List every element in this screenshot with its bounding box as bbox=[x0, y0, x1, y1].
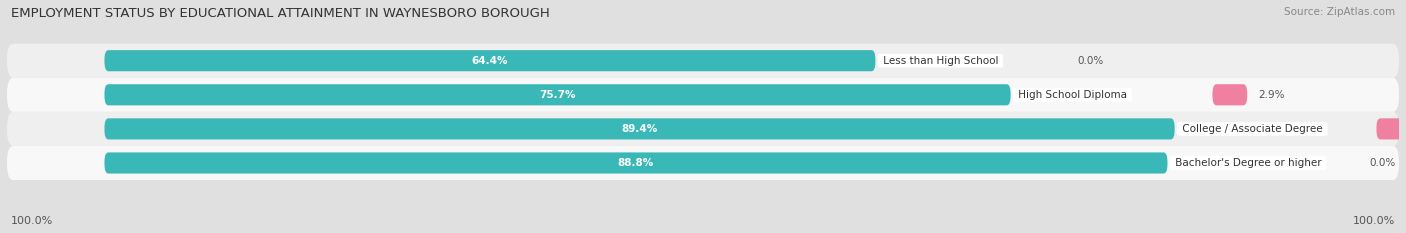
FancyBboxPatch shape bbox=[7, 112, 1399, 146]
Text: 0.0%: 0.0% bbox=[1077, 56, 1104, 66]
Text: College / Associate Degree: College / Associate Degree bbox=[1178, 124, 1326, 134]
Text: 88.8%: 88.8% bbox=[617, 158, 654, 168]
Text: Source: ZipAtlas.com: Source: ZipAtlas.com bbox=[1284, 7, 1395, 17]
Text: 100.0%: 100.0% bbox=[1353, 216, 1395, 226]
Text: 89.4%: 89.4% bbox=[621, 124, 658, 134]
Text: 100.0%: 100.0% bbox=[11, 216, 53, 226]
FancyBboxPatch shape bbox=[104, 118, 1174, 140]
Text: 2.9%: 2.9% bbox=[1258, 90, 1285, 100]
Text: High School Diploma: High School Diploma bbox=[1015, 90, 1130, 100]
FancyBboxPatch shape bbox=[7, 78, 1399, 112]
FancyBboxPatch shape bbox=[7, 44, 1399, 78]
Text: EMPLOYMENT STATUS BY EDUCATIONAL ATTAINMENT IN WAYNESBORO BOROUGH: EMPLOYMENT STATUS BY EDUCATIONAL ATTAINM… bbox=[11, 7, 550, 20]
FancyBboxPatch shape bbox=[104, 84, 1011, 105]
FancyBboxPatch shape bbox=[1376, 118, 1406, 140]
Text: 0.0%: 0.0% bbox=[1369, 158, 1396, 168]
FancyBboxPatch shape bbox=[104, 50, 876, 71]
Text: 64.4%: 64.4% bbox=[471, 56, 508, 66]
Text: Bachelor's Degree or higher: Bachelor's Degree or higher bbox=[1171, 158, 1324, 168]
FancyBboxPatch shape bbox=[104, 152, 1167, 174]
FancyBboxPatch shape bbox=[1212, 84, 1247, 105]
Text: 75.7%: 75.7% bbox=[540, 90, 576, 100]
Text: Less than High School: Less than High School bbox=[880, 56, 1001, 66]
FancyBboxPatch shape bbox=[7, 146, 1399, 180]
